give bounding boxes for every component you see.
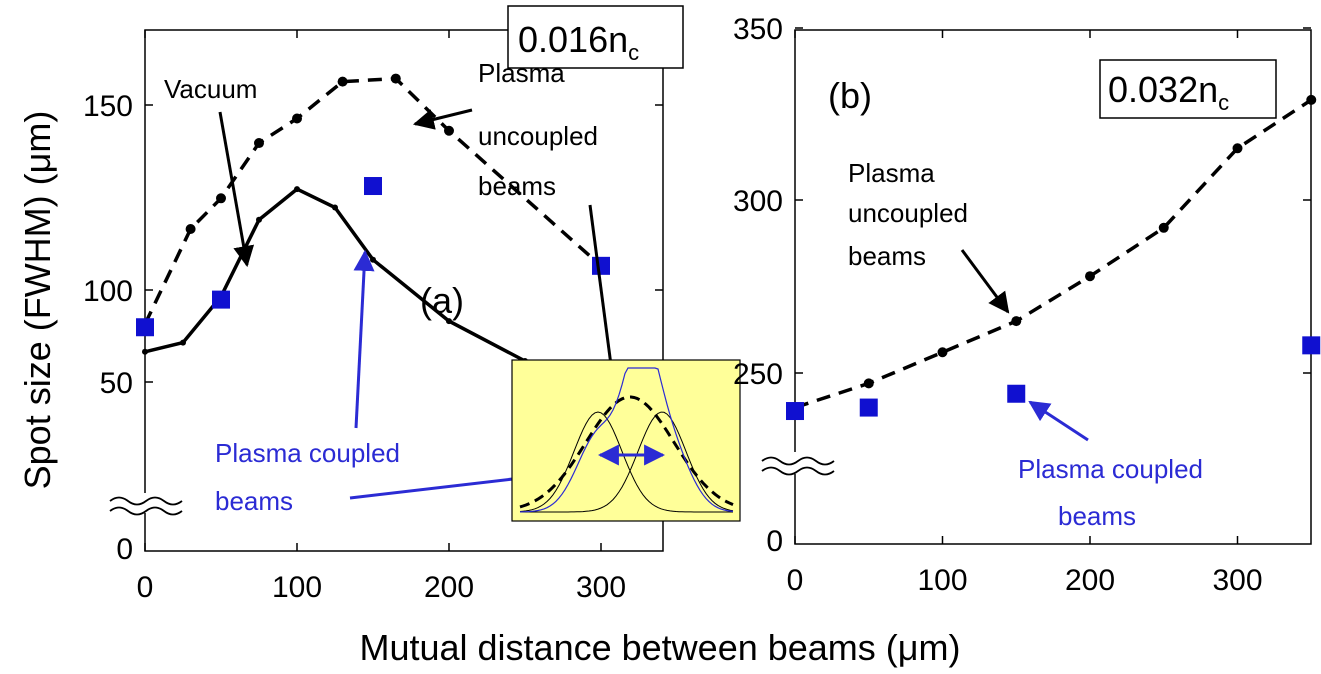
annotation-b-coupled-1: Plasma coupled [1018, 454, 1203, 484]
panel-b-density-label: 0.032nc [1108, 69, 1229, 115]
arrow-a-coupled-up [353, 249, 375, 429]
coupled-beam-marker [1302, 336, 1321, 355]
panel-a: 0 100 200 300 0 50 100 150 0.016nc (a) Vacuum P… [83, 5, 741, 604]
y-tick-label: 0 [116, 533, 133, 566]
vacuum-point [142, 348, 148, 355]
x-tick-label: 200 [424, 571, 474, 604]
coupled-beam-marker [786, 402, 804, 421]
annotation-vacuum: Vacuum [164, 74, 257, 104]
coupled-beam-marker [212, 290, 230, 309]
panel-b-axis-break [760, 452, 835, 476]
y-tick-label: 100 [83, 275, 133, 308]
uncoupled-point [1232, 143, 1243, 154]
panel-b-ticks [794, 27, 1311, 544]
uncoupled-point [292, 113, 302, 124]
arrow-a-uncoupled-inset [588, 204, 622, 391]
x-tick-label: 200 [1065, 564, 1115, 597]
vacuum-point [370, 256, 376, 263]
annotation-b-uncoupled-1: Plasma [848, 158, 935, 188]
coupled-beam-marker [1007, 384, 1026, 403]
panel-b-series-lines [794, 98, 1313, 410]
coupled-beam-marker [136, 318, 154, 337]
panel-b: 0 100 200 300 0 250 300 350 0.032nc (b) Plasma … [733, 13, 1321, 597]
annotation-b-coupled-2: beams [1058, 501, 1136, 531]
uncoupled-point [390, 73, 401, 84]
uncoupled-point [1158, 222, 1169, 233]
arrow-b-uncoupled [960, 249, 1010, 314]
panel-b-frame [794, 29, 1312, 545]
arrow-vacuum [218, 111, 255, 268]
panel-a-label: (a) [420, 280, 464, 321]
vacuum-series-line [144, 187, 526, 363]
inset-background [511, 359, 741, 522]
panel-a-tick-labels: 0 100 200 300 0 50 100 150 [83, 90, 626, 604]
annotation-a-uncoupled-3: beams [478, 171, 556, 201]
vacuum-point [332, 204, 338, 211]
panel-a-density-label: 0.016nc [518, 19, 639, 65]
uncoupled-point [863, 378, 874, 389]
inset-curve-right [520, 411, 734, 513]
uncoupled-point [216, 193, 226, 204]
uncoupled-point [337, 76, 348, 87]
uncoupled-point [1011, 316, 1022, 327]
x-tick-label: 100 [917, 564, 967, 597]
annotation-a-uncoupled-2: uncoupled [478, 121, 598, 151]
x-tick-label: 0 [787, 564, 804, 597]
coupled-beam-marker [592, 256, 610, 275]
vacuum-point [256, 216, 262, 223]
uncoupled-point [937, 347, 948, 358]
uncoupled-point [444, 125, 454, 136]
coupled-beam-marker [364, 177, 382, 196]
y-tick-label: 0 [766, 525, 783, 558]
uncoupled-series-line [143, 76, 603, 325]
y-axis-label: Spot size (FWHM) (μm) [17, 111, 58, 490]
annotation-a-coupled-2: beams [215, 486, 293, 516]
annotation-a-uncoupled-1: Plasma [478, 58, 565, 88]
x-tick-label: 100 [272, 571, 322, 604]
x-tick-label: 300 [576, 571, 626, 604]
inset-coupled-curve [519, 367, 734, 513]
panel-a-series-points [136, 73, 610, 365]
y-tick-label: 150 [83, 90, 133, 123]
x-tick-label: 0 [137, 571, 154, 604]
inset-beam-profiles [511, 359, 741, 522]
uncoupled-series-line [794, 98, 1313, 410]
coupled-beam-marker [859, 398, 878, 417]
x-axis-label: Mutual distance between beams (μm) [359, 627, 960, 668]
panel-b-label: (b) [828, 75, 872, 116]
y-tick-label: 50 [100, 367, 133, 400]
annotation-b-uncoupled-2: uncoupled [848, 198, 968, 228]
panel-a-density-box [507, 5, 684, 69]
panel-b-tick-labels: 0 100 200 300 0 250 300 350 [733, 13, 1263, 597]
arrow-b-coupled [1028, 400, 1089, 442]
annotation-a-coupled-1: Plasma coupled [215, 438, 400, 468]
vacuum-point [446, 318, 452, 325]
panel-b-series-points [786, 94, 1321, 421]
uncoupled-point [1306, 94, 1317, 105]
arrow-a-uncoupled-main [412, 108, 473, 130]
panel-b-density-box [1099, 59, 1277, 119]
y-tick-label: 350 [733, 13, 783, 46]
y-tick-label: 250 [733, 358, 783, 391]
vacuum-point [294, 186, 300, 193]
uncoupled-point [185, 224, 196, 234]
panel-a-axis-break [108, 493, 183, 516]
uncoupled-point [1085, 271, 1095, 282]
vacuum-point [180, 339, 186, 346]
uncoupled-point [254, 138, 264, 149]
x-tick-label: 300 [1212, 564, 1262, 597]
y-tick-label: 300 [733, 185, 783, 218]
annotation-b-uncoupled-3: beams [848, 241, 926, 271]
